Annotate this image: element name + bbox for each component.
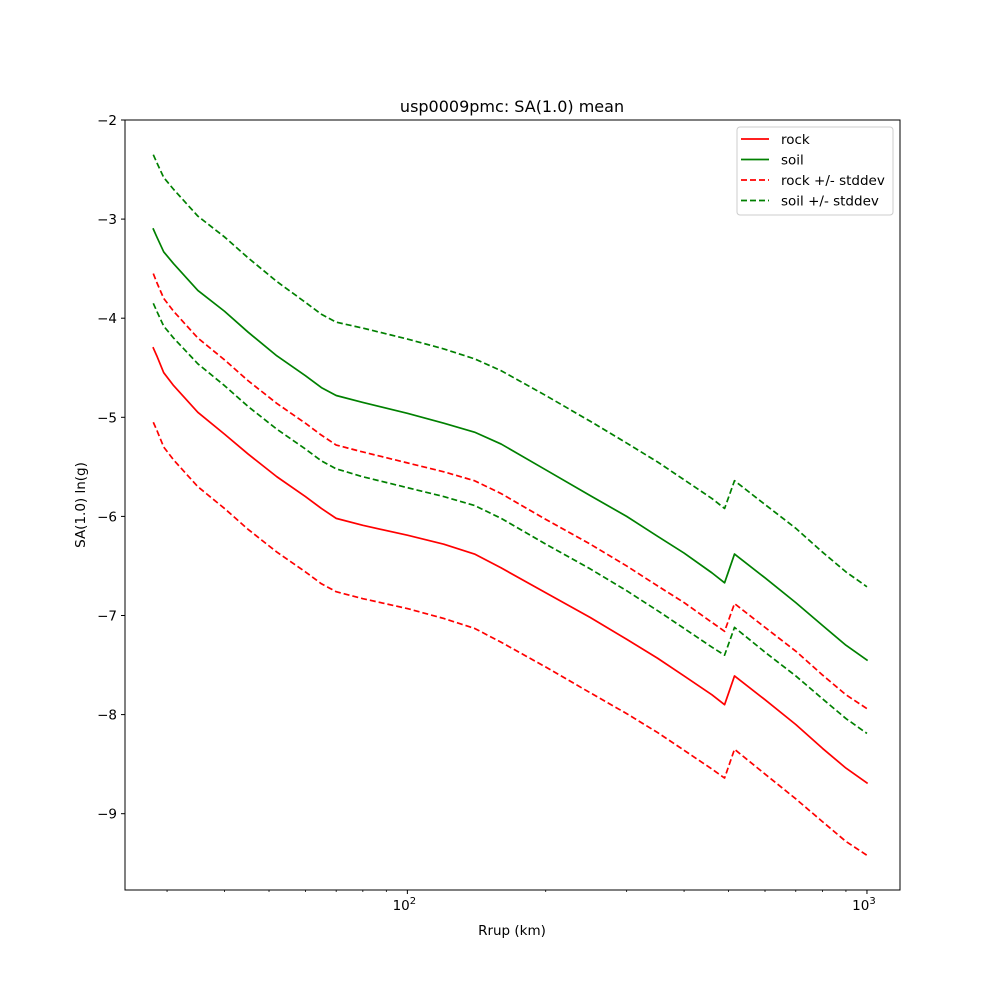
legend-label-1: soil xyxy=(781,153,804,169)
ticks-layer: −2 −3 −4 −5 −6 −7 −8 −9 102 103 xyxy=(97,113,876,914)
x-tick-label: 103 xyxy=(852,896,876,914)
y-tick-label: −8 xyxy=(97,708,117,724)
series-line-1 xyxy=(152,227,869,662)
y-tick-label: −3 xyxy=(97,212,117,228)
series-layer xyxy=(152,154,869,857)
x-tick-label: 102 xyxy=(393,896,417,914)
legend: rock soil rock +/- stddev soil +/- stddev xyxy=(736,126,894,216)
y-tick-label: −4 xyxy=(97,311,117,327)
legend-label-0: rock xyxy=(781,132,810,148)
plot-frame xyxy=(124,119,901,891)
series-line-0 xyxy=(152,346,869,785)
chart-title: usp0009pmc: SA(1.0) mean xyxy=(400,97,624,116)
y-tick-label: −2 xyxy=(97,113,117,129)
series-line-4 xyxy=(152,154,868,588)
y-tick-label: −5 xyxy=(97,410,117,426)
x-axis-label: Rrup (km) xyxy=(478,923,546,939)
series-line-5 xyxy=(152,302,868,735)
y-axis-label: SA(1.0) ln(g) xyxy=(73,462,89,548)
legend-label-2: rock +/- stddev xyxy=(781,173,885,189)
y-tick-label: −6 xyxy=(97,509,117,525)
y-tick-label: −9 xyxy=(97,807,117,823)
y-tick-label: −7 xyxy=(97,608,117,624)
series-line-2 xyxy=(152,273,868,710)
series-line-3 xyxy=(152,421,868,857)
legend-box xyxy=(736,126,894,216)
legend-label-3: soil +/- stddev xyxy=(781,194,879,210)
